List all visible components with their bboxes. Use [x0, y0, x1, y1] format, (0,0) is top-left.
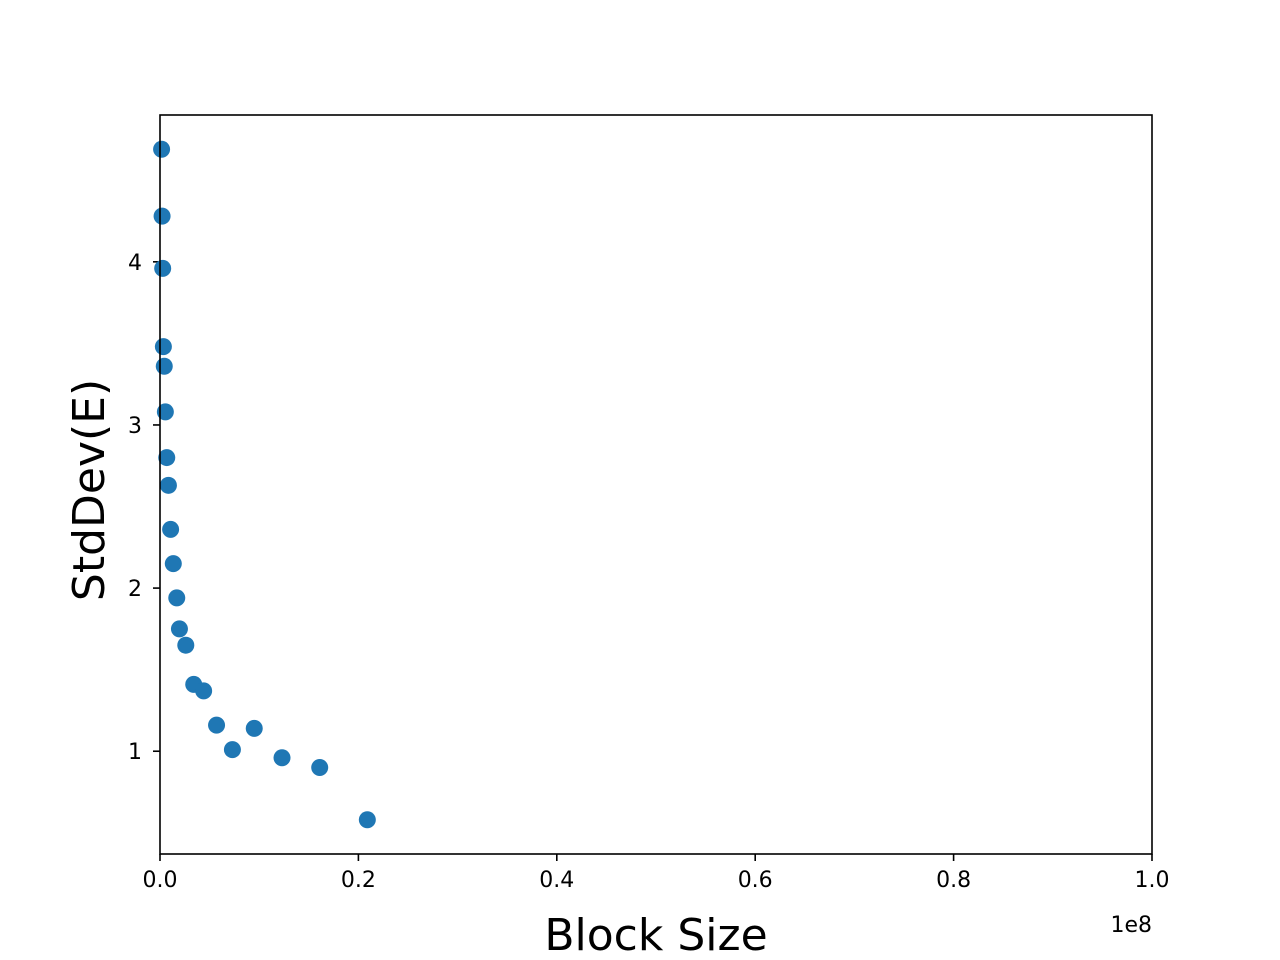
data-point [159, 476, 177, 494]
x-axis-offset-label: 1e8 [1110, 913, 1152, 938]
y-tick-label: 4 [128, 251, 142, 276]
data-point [245, 719, 263, 737]
x-tick-label: 0.4 [539, 868, 574, 893]
data-point [156, 403, 174, 421]
y-tick-label: 1 [128, 740, 142, 765]
data-point [155, 357, 173, 375]
plot-frame [159, 114, 1153, 855]
x-tick-label: 0.6 [738, 868, 773, 893]
x-tick-label: 0.8 [936, 868, 971, 893]
data-point [153, 140, 171, 158]
data-point [153, 207, 171, 225]
data-point [273, 749, 291, 767]
data-point [208, 716, 226, 734]
y-tick-label: 3 [128, 414, 142, 439]
data-point [154, 338, 172, 356]
y-axis-title: StdDev(E) [64, 379, 115, 601]
x-tick-label: 0.2 [341, 868, 376, 893]
data-point [154, 259, 172, 277]
data-points [153, 140, 376, 829]
data-point [170, 620, 188, 638]
data-point [358, 811, 376, 829]
data-point [168, 589, 186, 607]
x-axis-title: Block Size [544, 910, 767, 960]
y-tick-label: 2 [128, 577, 142, 602]
axis-ticks: 0.0 0.2 0.4 0.6 0.8 1.0 1 2 3 4 [128, 251, 1170, 893]
data-point [177, 636, 195, 654]
x-tick-label: 1.0 [1135, 868, 1170, 893]
data-point [158, 449, 176, 467]
x-tick-label: 0.0 [143, 868, 178, 893]
data-point [311, 759, 329, 777]
data-point [223, 741, 241, 759]
data-point [164, 555, 182, 573]
data-point [195, 682, 213, 700]
data-point [162, 520, 180, 538]
